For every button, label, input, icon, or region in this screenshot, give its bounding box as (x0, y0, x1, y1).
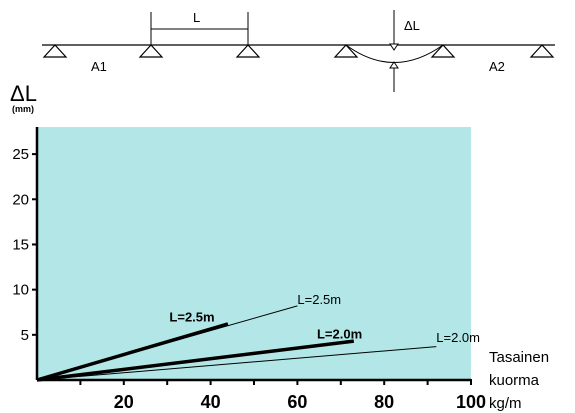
series-line-2 (36, 305, 298, 381)
series-label-4: L=2.0m (436, 330, 480, 345)
beam-diagram: L ΔL A1 A2 (42, 10, 555, 92)
x-tick-label: 20 (114, 392, 134, 412)
series-line-4 (36, 346, 437, 381)
series-label-2: L=2.5m (297, 292, 341, 307)
series-label-3: L=2.0m (317, 326, 362, 341)
series-lines (36, 305, 437, 382)
support-4 (333, 44, 359, 58)
x-tick-label: 40 (201, 392, 221, 412)
x-axis-label-line-1: Tasainen (489, 349, 549, 366)
chart: 5 10 15 20 25 20 40 60 80 100 L=2.5m L=2.5m L=2.0m… (10, 81, 549, 412)
y-ticks: 5 10 15 20 25 (12, 146, 38, 344)
series-line-3 (36, 339, 355, 382)
y-tick-label: 10 (12, 282, 29, 299)
deflection-label: ΔL (404, 18, 420, 33)
y-tick-label: 25 (12, 146, 29, 163)
x-tick-label: 100 (456, 392, 486, 412)
support-5 (430, 44, 456, 58)
support-1 (42, 44, 68, 58)
span-label: L (193, 10, 200, 25)
deflection-arrowhead-top (389, 43, 399, 51)
plot-area (37, 127, 471, 380)
x-axis-label-line-2: kuorma (489, 372, 540, 389)
x-axis-label-line-3: kg/m (489, 395, 522, 412)
right-span-label: A2 (489, 59, 505, 74)
y-tick-label: 15 (12, 236, 29, 253)
series-label-1: L=2.5m (169, 309, 214, 324)
y-tick-label: 20 (12, 191, 29, 208)
x-tick-label: 80 (374, 392, 394, 412)
y-axis-label: ΔL (10, 81, 37, 106)
support-6 (529, 44, 555, 58)
y-axis-unit: (mm) (12, 104, 34, 114)
deflection-arrowhead-bottom (389, 61, 399, 69)
support-2 (138, 44, 164, 58)
x-ticks: 20 40 60 80 100 (79, 379, 486, 412)
left-span-label: A1 (91, 59, 107, 74)
x-tick-label: 60 (287, 392, 307, 412)
y-tick-label: 5 (21, 327, 29, 344)
series-labels: L=2.5m L=2.5m L=2.0m L=2.0m (169, 292, 480, 345)
support-3 (235, 44, 261, 58)
